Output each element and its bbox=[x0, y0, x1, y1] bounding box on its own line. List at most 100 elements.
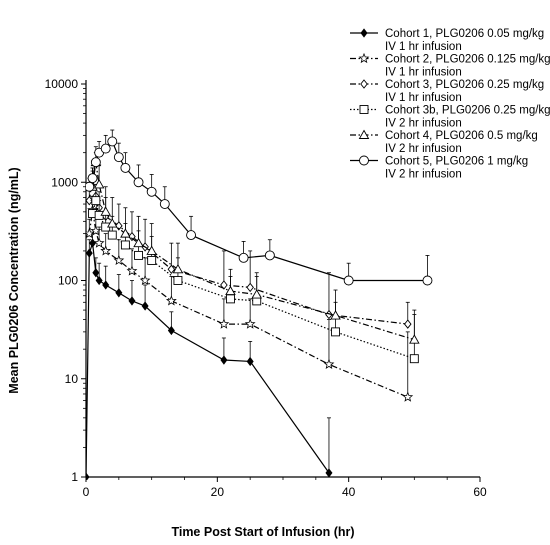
data-point bbox=[133, 237, 144, 248]
data-point bbox=[159, 199, 170, 209]
y-tick-label: 100 bbox=[58, 274, 78, 288]
legend-label-line2: IV 1 hr infusion bbox=[385, 67, 462, 79]
legend-label: Cohort 3, PLG0206 0.25 mg/kg bbox=[385, 79, 544, 91]
data-point bbox=[165, 295, 177, 306]
data-point bbox=[106, 218, 118, 228]
x-axis-title: Time Post Start of Infusion (hr) bbox=[171, 525, 354, 539]
data-point bbox=[90, 225, 102, 236]
x-tick-label: 40 bbox=[342, 485, 356, 499]
data-point bbox=[422, 275, 433, 286]
series-layer bbox=[86, 129, 433, 480]
data-point bbox=[100, 143, 111, 154]
data-point bbox=[102, 280, 110, 290]
data-point bbox=[139, 274, 151, 286]
data-point bbox=[343, 275, 354, 286]
data-point bbox=[89, 238, 97, 248]
legend-label-line2: IV 2 hr infusion bbox=[385, 118, 462, 130]
legend-label-line2: IV 2 hr infusion bbox=[385, 143, 462, 155]
data-point bbox=[172, 263, 184, 274]
data-point bbox=[115, 221, 123, 231]
data-point bbox=[86, 248, 93, 258]
data-point bbox=[90, 157, 101, 168]
data-point bbox=[167, 264, 176, 275]
series-6 bbox=[86, 129, 433, 286]
data-point bbox=[107, 230, 117, 240]
y-tick-label: 10000 bbox=[45, 77, 79, 91]
legend-marker bbox=[358, 129, 370, 139]
data-point bbox=[173, 276, 183, 285]
data-point bbox=[220, 280, 228, 290]
data-point bbox=[146, 186, 157, 197]
series-4 bbox=[88, 186, 419, 364]
y-tick-label: 1000 bbox=[51, 175, 78, 189]
legend-marker bbox=[360, 28, 368, 38]
data-point bbox=[147, 255, 157, 265]
x-tick-label: 60 bbox=[473, 485, 487, 499]
legend-label-line2: IV 1 hr infusion bbox=[385, 41, 462, 53]
data-point bbox=[134, 250, 143, 260]
data-point bbox=[141, 301, 149, 311]
data-point bbox=[323, 358, 335, 369]
legend-label-line2: IV 1 hr infusion bbox=[385, 92, 462, 104]
data-point bbox=[120, 228, 131, 238]
data-point bbox=[325, 468, 333, 478]
data-point bbox=[120, 240, 130, 250]
legend-label: Cohort 3b, PLG0206 0.25 mg/kg bbox=[385, 105, 550, 117]
legend-label-line2: IV 2 hr infusion bbox=[385, 169, 462, 181]
data-point bbox=[128, 296, 136, 306]
data-point bbox=[186, 230, 197, 241]
data-point bbox=[87, 173, 98, 184]
data-point bbox=[86, 227, 95, 239]
legend-label: Cohort 2, PLG0206 0.125 mg/kg bbox=[385, 54, 550, 66]
data-point bbox=[146, 245, 157, 255]
legend-label: Cohort 1, PLG0206 0.05 mg/kg bbox=[385, 28, 544, 40]
data-point bbox=[251, 289, 263, 299]
data-point bbox=[120, 162, 131, 173]
data-point bbox=[246, 356, 254, 367]
legend-marker bbox=[358, 52, 370, 64]
data-point bbox=[325, 309, 333, 320]
axes: 1 10 100 1000 10000 0 20 40 60 Time Post Start of… bbox=[7, 77, 487, 539]
legend-marker bbox=[359, 105, 369, 114]
data-point bbox=[409, 334, 420, 344]
legend-marker bbox=[359, 155, 369, 166]
legend-label: Cohort 5, PLG0206 1 mg/kg bbox=[385, 156, 528, 168]
data-point bbox=[330, 310, 341, 320]
data-point bbox=[264, 250, 275, 261]
legend-marker bbox=[360, 79, 368, 89]
legend-label: Cohort 4, PLG0206 0.5 mg/kg bbox=[385, 130, 538, 142]
data-point bbox=[95, 275, 103, 286]
y-tick-label: 1 bbox=[71, 470, 78, 484]
data-point bbox=[93, 179, 105, 189]
data-point bbox=[128, 231, 136, 242]
data-point bbox=[93, 237, 105, 248]
data-point bbox=[244, 318, 256, 329]
data-point bbox=[100, 206, 111, 216]
series-5 bbox=[87, 146, 420, 344]
data-point bbox=[220, 355, 228, 365]
data-point bbox=[100, 245, 112, 256]
series-line bbox=[88, 140, 428, 282]
data-point bbox=[167, 325, 175, 336]
data-point bbox=[225, 285, 236, 296]
y-tick-label: 10 bbox=[65, 372, 79, 386]
data-point bbox=[86, 181, 95, 192]
data-point bbox=[246, 282, 254, 293]
data-point bbox=[107, 136, 118, 147]
data-point bbox=[92, 268, 100, 278]
data-point bbox=[91, 196, 101, 206]
x-tick-label: 20 bbox=[211, 485, 225, 499]
data-point bbox=[403, 319, 412, 329]
data-point bbox=[113, 152, 124, 163]
series-2 bbox=[86, 195, 414, 402]
series-3 bbox=[86, 167, 412, 329]
data-point bbox=[115, 288, 123, 298]
data-point bbox=[133, 177, 144, 188]
